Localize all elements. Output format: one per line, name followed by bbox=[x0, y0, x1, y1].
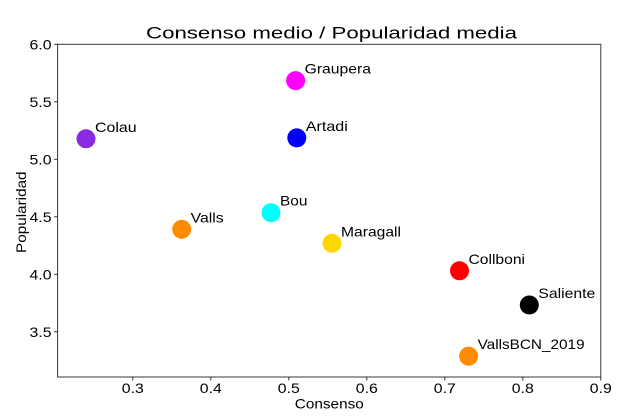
svg-text:0.3: 0.3 bbox=[122, 380, 144, 396]
svg-text:6.0: 6.0 bbox=[30, 36, 52, 52]
svg-text:Valls: Valls bbox=[191, 209, 224, 225]
svg-text:0.8: 0.8 bbox=[512, 380, 534, 396]
svg-text:4.0: 4.0 bbox=[30, 266, 52, 282]
svg-text:Maragall: Maragall bbox=[341, 223, 401, 239]
svg-text:0.9: 0.9 bbox=[590, 380, 612, 396]
svg-text:0.5: 0.5 bbox=[278, 380, 300, 396]
svg-text:Popularidad: Popularidad bbox=[13, 171, 29, 253]
svg-text:5.5: 5.5 bbox=[30, 94, 52, 110]
svg-text:5.0: 5.0 bbox=[30, 151, 52, 167]
svg-text:Consenso: Consenso bbox=[295, 395, 364, 411]
svg-text:Artadi: Artadi bbox=[306, 118, 348, 134]
svg-text:Collboni: Collboni bbox=[469, 251, 526, 267]
svg-text:0.7: 0.7 bbox=[434, 380, 456, 396]
svg-text:Graupera: Graupera bbox=[305, 61, 372, 77]
svg-text:0.4: 0.4 bbox=[200, 380, 222, 396]
svg-text:Consenso medio / Popularidad m: Consenso medio / Popularidad media bbox=[146, 23, 518, 42]
svg-text:3.5: 3.5 bbox=[30, 324, 52, 340]
svg-text:Saliente: Saliente bbox=[538, 285, 595, 301]
svg-text:Bou: Bou bbox=[280, 193, 308, 209]
svg-text:0.6: 0.6 bbox=[356, 380, 378, 396]
svg-text:4.5: 4.5 bbox=[30, 209, 52, 225]
svg-text:Colau: Colau bbox=[95, 119, 137, 135]
svg-text:VallsBCN_2019: VallsBCN_2019 bbox=[478, 336, 585, 352]
